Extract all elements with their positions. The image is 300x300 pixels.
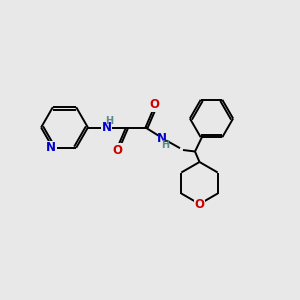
Text: N: N [157,131,167,145]
Text: H: H [105,116,114,126]
Text: O: O [149,98,160,112]
Text: O: O [194,197,205,211]
Text: N: N [101,121,112,134]
Text: N: N [46,141,56,154]
Text: O: O [112,143,122,157]
Text: H: H [161,140,169,150]
